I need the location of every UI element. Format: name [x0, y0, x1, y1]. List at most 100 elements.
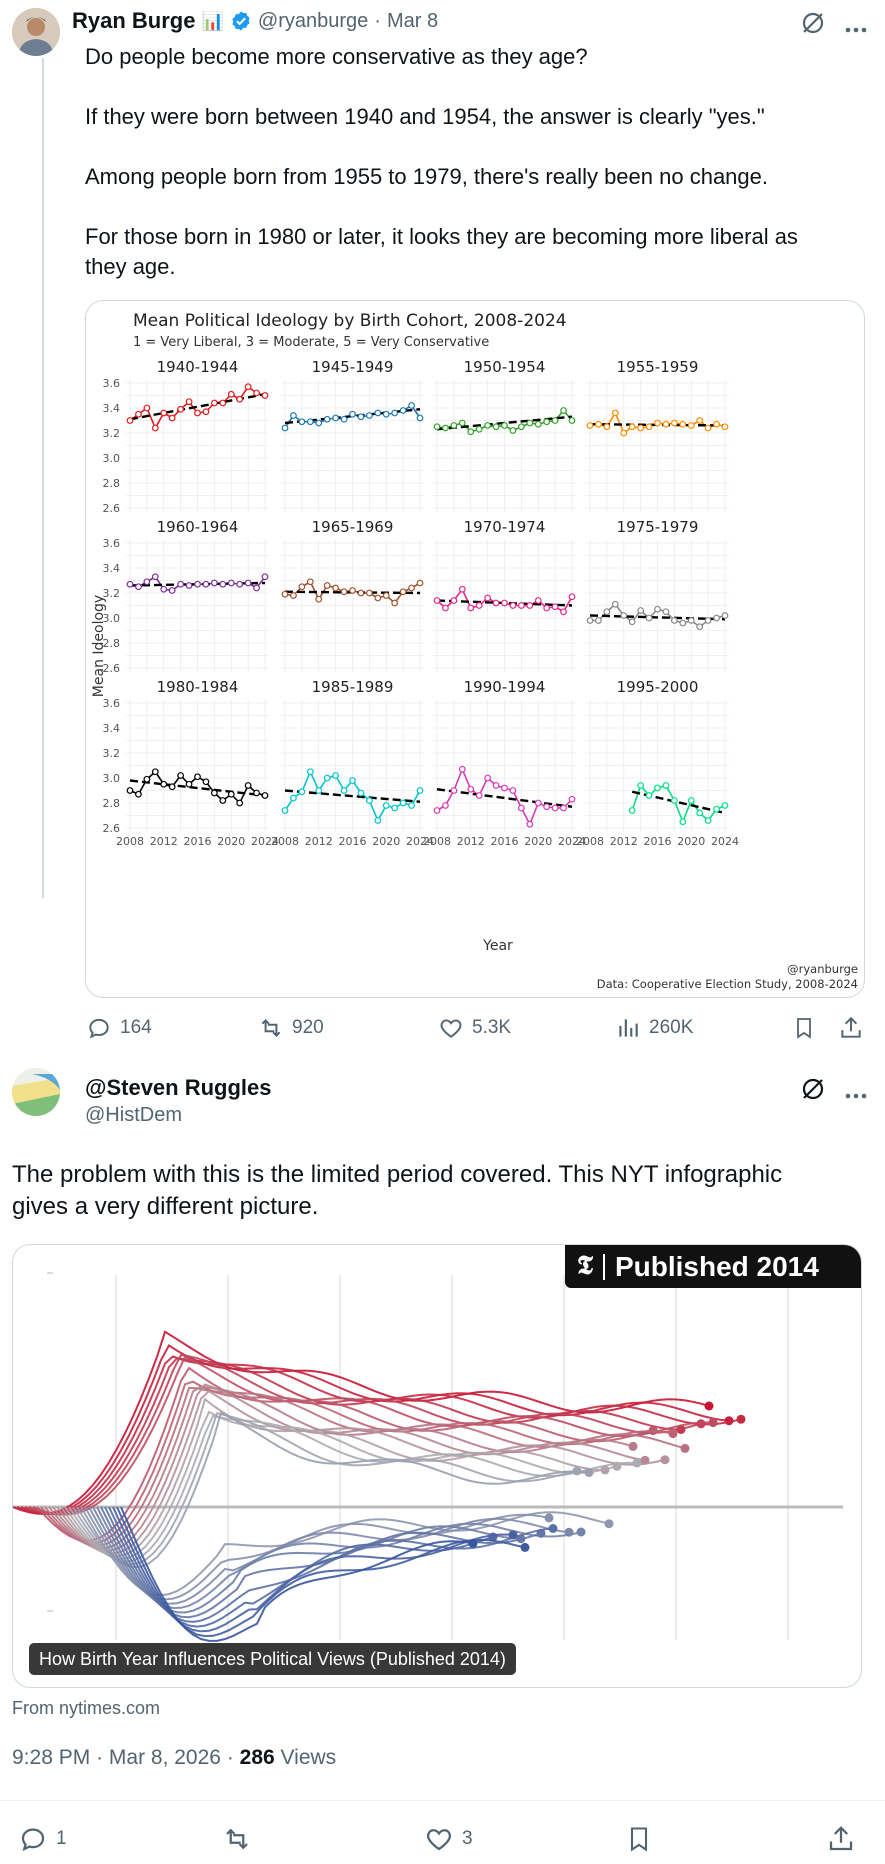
data-point: [433, 423, 441, 431]
x-tick-label: 2024: [558, 835, 586, 848]
data-point: [568, 417, 576, 424]
data-point: [654, 784, 661, 792]
data-point: [281, 424, 289, 432]
tweet-line: gives a very different picture.: [12, 1193, 319, 1220]
data-point: [670, 797, 678, 804]
avatar[interactable]: [12, 8, 60, 56]
cohort-line: [72, 1412, 578, 1566]
data-point: [236, 799, 244, 807]
data-point: [382, 802, 390, 809]
data-point: [408, 584, 415, 592]
heart-icon: [426, 1829, 452, 1851]
y-tick-label: 3.2: [103, 427, 121, 440]
views-button[interactable]: 260K: [615, 1015, 693, 1041]
data-point: [696, 809, 704, 817]
data-point: [662, 420, 670, 428]
data-point: [227, 790, 235, 798]
author-name[interactable]: @Steven Ruggles: [85, 1075, 272, 1100]
like-button[interactable]: 5.3K: [438, 1015, 511, 1041]
tweet-time[interactable]: 9:28 PM: [12, 1746, 91, 1769]
y-tick-label: 2.8: [103, 477, 121, 490]
data-point: [595, 617, 602, 624]
data-point: [306, 768, 314, 776]
avatar[interactable]: [12, 1068, 60, 1116]
data-point: [202, 580, 210, 588]
share-button[interactable]: [826, 1824, 856, 1854]
data-point: [645, 614, 653, 622]
data-point: [467, 428, 475, 436]
y-tick-label: 3.0: [103, 772, 121, 785]
data-point: [442, 802, 449, 809]
facet-title: 1950-1954: [464, 358, 546, 376]
data-point: [620, 612, 628, 619]
x-tick-label: 2020: [524, 835, 552, 848]
data-point: [517, 423, 525, 431]
cohort-line: [48, 1385, 634, 1550]
repost-button[interactable]: [222, 1824, 252, 1854]
facet-title: 1970-1974: [464, 518, 546, 536]
data-point: [185, 582, 193, 589]
data-point: [365, 797, 373, 804]
share-button[interactable]: [838, 1015, 864, 1041]
cohort-line: [104, 1506, 554, 1623]
data-point: [484, 422, 492, 429]
grok-icon[interactable]: [800, 1076, 826, 1107]
reply-count: 164: [120, 1017, 152, 1038]
y-tick-label: 3.6: [103, 377, 121, 390]
data-point: [467, 604, 475, 612]
data-point: [399, 588, 407, 596]
data-point: [433, 597, 441, 604]
more-icon[interactable]: [845, 20, 867, 38]
heart-icon: [440, 1019, 462, 1038]
data-point: [543, 604, 551, 612]
data-point: [560, 608, 567, 616]
data-point: [416, 579, 424, 587]
card-source[interactable]: From nytimes.com: [12, 1698, 161, 1718]
bookmark-button[interactable]: [625, 1824, 653, 1854]
data-point: [637, 782, 645, 789]
author-handle[interactable]: @ryanburge: [257, 9, 369, 32]
author-name[interactable]: Ryan Burge: [72, 8, 196, 33]
tweet-full-date[interactable]: Mar 8, 2026: [108, 1746, 221, 1769]
data-point: [194, 773, 201, 781]
bookmark-button[interactable]: [792, 1015, 816, 1041]
data-point: [501, 422, 508, 429]
chart-image[interactable]: Mean Political Ideology by Birth Cohort,…: [85, 300, 865, 998]
facet-chart: Mean Political Ideology by Birth Cohort,…: [91, 311, 858, 991]
cohort-endpoint: [680, 1443, 690, 1453]
card-badge: 𝕿 Published 2014: [565, 1245, 861, 1288]
author-handle[interactable]: @HistDem: [85, 1104, 182, 1126]
data-point: [349, 587, 356, 594]
data-point: [399, 407, 407, 414]
data-point: [340, 415, 348, 423]
repost-button[interactable]: 920: [258, 1015, 324, 1041]
facet-title: 1985-1989: [312, 678, 394, 696]
dot-separator: ·: [96, 1746, 109, 1769]
reply-icon: [89, 1018, 109, 1039]
grok-icon[interactable]: [800, 10, 826, 41]
data-point: [391, 804, 399, 812]
data-point: [484, 594, 492, 602]
data-point: [586, 422, 594, 429]
more-icon[interactable]: [845, 1086, 867, 1104]
data-point: [210, 399, 218, 407]
y-tick-label: 3.0: [103, 612, 121, 625]
like-button[interactable]: 3: [424, 1824, 473, 1854]
data-point: [357, 413, 365, 421]
cohort-endpoint: [544, 1513, 554, 1523]
reply-button[interactable]: 164: [86, 1015, 152, 1041]
tweet-date[interactable]: Mar 8: [386, 9, 439, 32]
cohort-endpoint: [708, 1418, 718, 1428]
data-point: [382, 410, 390, 418]
data-point: [194, 580, 201, 588]
data-point: [534, 420, 542, 428]
reply-button[interactable]: 1: [18, 1824, 67, 1854]
chart-emoji-icon: 📊: [201, 10, 224, 31]
views-label: Views: [274, 1746, 337, 1769]
data-point: [442, 604, 449, 612]
cohort-endpoint: [508, 1530, 518, 1540]
data-point: [603, 423, 611, 431]
link-card[interactable]: 𝕿 Published 2014 How Birth Year Influenc…: [12, 1244, 862, 1688]
dot-separator: ·: [226, 1746, 240, 1769]
cohort-line: [13, 1330, 710, 1515]
